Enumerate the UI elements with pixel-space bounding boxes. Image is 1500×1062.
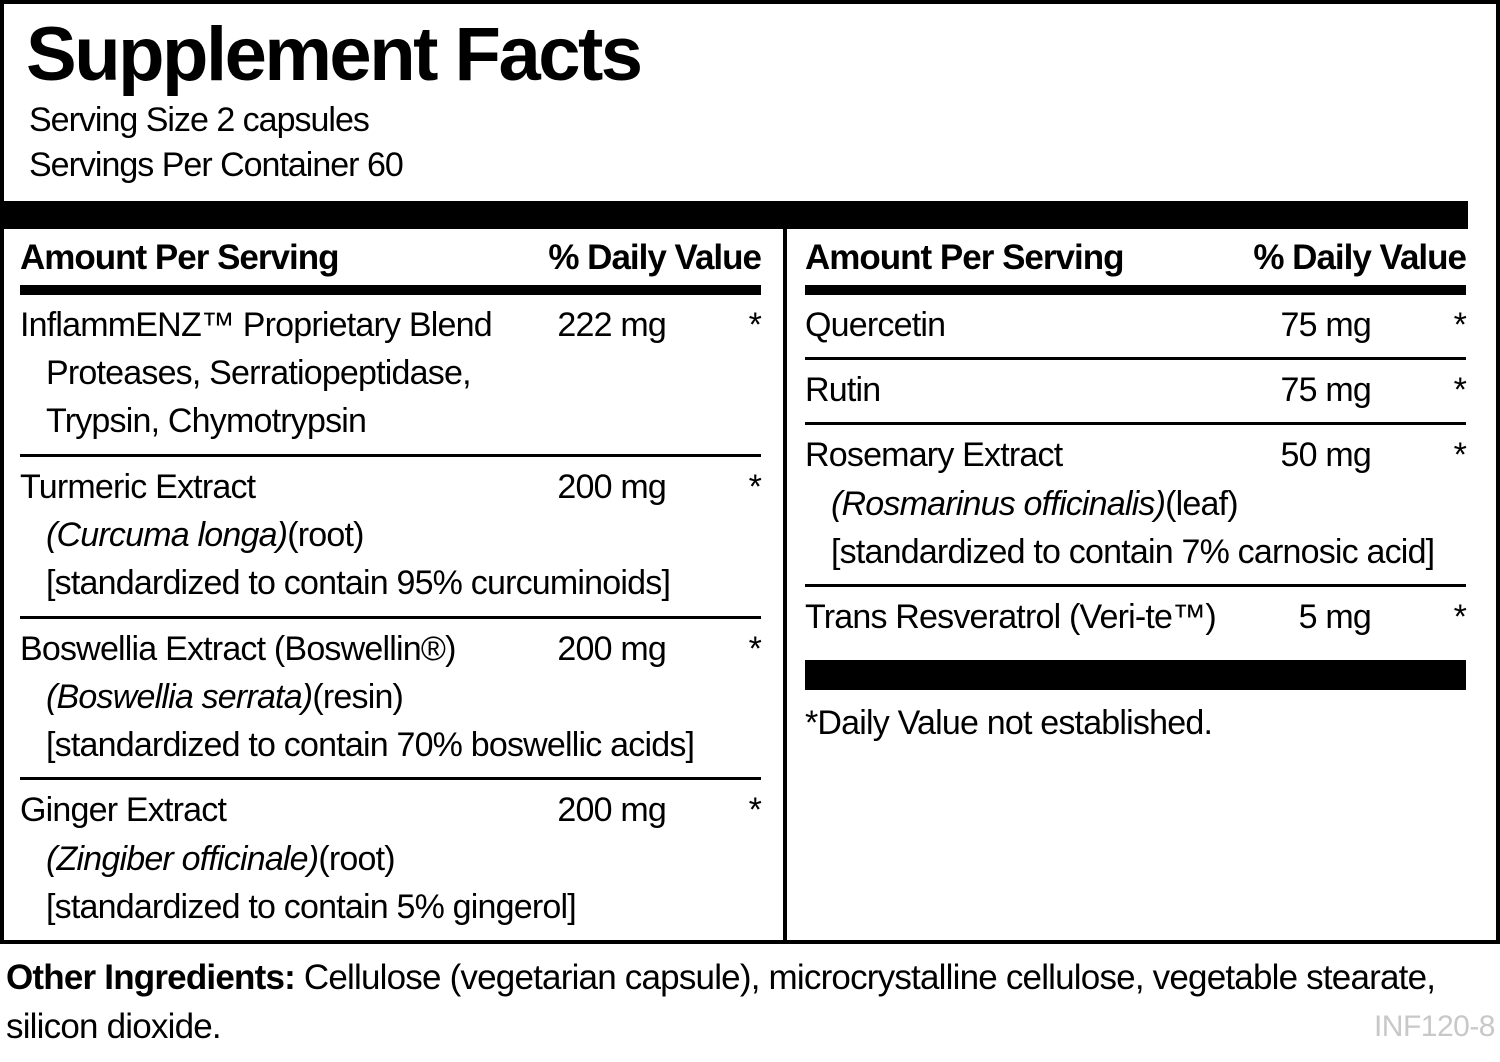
ingredient-subline: [standardized to contain 5% gingerol] [20, 883, 761, 931]
ingredient-amount: 75 mg [1280, 305, 1372, 344]
ingredient-daily-value: * [748, 791, 762, 830]
ingredient-amount: 222 mg [557, 305, 666, 344]
ingredient-subline: (Curcuma longa)(root) [20, 511, 761, 559]
ingredient-daily-value: * [1453, 371, 1467, 410]
ingredient-name: Turmeric Extract [20, 467, 256, 506]
ingredient-subline: [standardized to contain 70% boswellic a… [20, 721, 761, 769]
right-column-rows: Quercetin 75 mg * Rutin 75 mg * Rosemary… [805, 295, 1467, 650]
ingredient-subline-italic: (Boswellia serrata) [46, 677, 313, 716]
ingredient-subline: (Zingiber officinale)(root) [20, 835, 761, 883]
ingredient-subline: Trypsin, Chymotrypsin [20, 397, 761, 445]
daily-value-label: % Daily Value [1253, 237, 1467, 277]
ingredient-subline: Proteases, Serratiopeptidase, [20, 349, 761, 397]
other-ingredients-label: Other Ingredients: [6, 958, 296, 997]
ingredient-row: Rosemary Extract 50 mg * (Rosmarinus off… [805, 425, 1467, 588]
ingredient-subline-text: (root) [287, 516, 364, 555]
panel-title: Supplement Facts [26, 12, 643, 97]
ingredient-amount: 5 mg [1298, 598, 1372, 637]
daily-value-footnote: *Daily Value not established. [805, 703, 1213, 742]
ingredient-daily-value: * [748, 629, 762, 668]
amount-per-serving-label: Amount Per Serving [805, 237, 1124, 277]
ingredient-daily-value: * [1453, 436, 1467, 475]
ingredient-amount: 50 mg [1280, 436, 1372, 475]
ingredient-row: Quercetin 75 mg * [805, 295, 1467, 361]
ingredient-row: Turmeric Extract 200 mg * (Curcuma longa… [20, 457, 762, 619]
other-ingredients-section: Other Ingredients: Cellulose (vegetarian… [0, 944, 1500, 1051]
ingredient-subline-text: (resin) [312, 677, 404, 716]
ingredient-name: Quercetin [805, 305, 946, 344]
ingredient-subline-text: [standardized to contain 95% curcuminoid… [46, 564, 671, 603]
ingredient-subline-italic: (Zingiber officinale) [46, 839, 319, 878]
ingredient-daily-value: * [748, 467, 762, 506]
ingredient-subline-text: [standardized to contain 7% carnosic aci… [831, 533, 1435, 572]
ingredient-main-line: Trans Resveratrol (Veri-te™) 5 mg * [805, 593, 1467, 641]
supplement-facts-panel: Supplement Facts Serving Size 2 capsules… [0, 0, 1500, 944]
ingredient-name: Rosemary Extract [805, 436, 1063, 475]
ingredient-subline-text: Proteases, Serratiopeptidase, [46, 354, 472, 393]
other-ingredients-text: Cellulose (vegetarian capsule), microcry… [6, 958, 1436, 1046]
serving-size: Serving Size 2 capsules [29, 100, 370, 139]
ingredient-subline-text: (leaf) [1165, 484, 1238, 523]
servings-per-container: Servings Per Container 60 [29, 145, 404, 184]
ingredient-row: Boswellia Extract (Boswellin®) 200 mg * … [20, 619, 762, 781]
ingredient-amount: 200 mg [557, 629, 666, 668]
ingredient-subline-text: [standardized to contain 70% boswellic a… [46, 726, 695, 765]
left-column: Amount Per Serving % Daily Value Inflamm… [4, 229, 783, 940]
footnote-divider-bar [805, 659, 1466, 690]
ingredient-amount: 200 mg [557, 467, 666, 506]
daily-value-label: % Daily Value [548, 237, 762, 277]
ingredient-subline-text: [standardized to contain 5% gingerol] [46, 887, 577, 926]
ingredient-amount: 75 mg [1280, 371, 1372, 410]
ingredient-subline: [standardized to contain 7% carnosic aci… [805, 528, 1466, 576]
left-column-header: Amount Per Serving % Daily Value [20, 229, 762, 295]
ingredient-subline-text: Trypsin, Chymotrypsin [46, 402, 367, 441]
ingredient-main-line: Turmeric Extract 200 mg * [20, 463, 762, 511]
ingredient-row: InflammENZ™ Proprietary Blend 222 mg * P… [20, 295, 762, 457]
ingredient-name: InflammENZ™ Proprietary Blend [20, 305, 493, 344]
ingredient-main-line: InflammENZ™ Proprietary Blend 222 mg * [20, 301, 762, 349]
ingredient-subline-italic: (Rosmarinus officinalis) [831, 484, 1166, 523]
ingredient-name: Trans Resveratrol (Veri-te™) [805, 598, 1217, 637]
ingredient-daily-value: * [748, 305, 762, 344]
ingredient-name: Rutin [805, 371, 881, 410]
ingredient-main-line: Quercetin 75 mg * [805, 301, 1467, 349]
ingredient-subline-italic: (Curcuma longa) [46, 516, 288, 555]
right-column-header: Amount Per Serving % Daily Value [805, 229, 1467, 295]
ingredient-subline: (Rosmarinus officinalis)(leaf) [805, 480, 1466, 528]
left-column-rows: InflammENZ™ Proprietary Blend 222 mg * P… [20, 295, 762, 939]
ingredient-name: Ginger Extract [20, 791, 227, 830]
ingredient-row: Rutin 75 mg * [805, 360, 1467, 426]
amount-per-serving-label: Amount Per Serving [20, 237, 339, 277]
ingredient-amount: 200 mg [557, 791, 666, 830]
ingredient-subline: (Boswellia serrata)(resin) [20, 673, 761, 721]
ingredient-main-line: Boswellia Extract (Boswellin®) 200 mg * [20, 625, 762, 673]
ingredient-row: Trans Resveratrol (Veri-te™) 5 mg * [805, 587, 1467, 649]
ingredient-row: Ginger Extract 200 mg * (Zingiber offici… [20, 780, 762, 939]
product-code: INF120-8 [1373, 1010, 1496, 1043]
ingredient-subline-text: (root) [318, 839, 395, 878]
right-column: Amount Per Serving % Daily Value Quercet… [783, 228, 1496, 940]
ingredient-main-line: Ginger Extract 200 mg * [20, 786, 762, 834]
facts-table: Amount Per Serving % Daily Value Inflamm… [4, 228, 1496, 940]
ingredient-daily-value: * [1453, 305, 1467, 344]
top-divider-bar [4, 200, 1468, 229]
ingredient-name: Boswellia Extract (Boswellin®) [20, 629, 456, 668]
ingredient-daily-value: * [1453, 598, 1467, 637]
ingredient-main-line: Rutin 75 mg * [805, 366, 1467, 414]
ingredient-main-line: Rosemary Extract 50 mg * [805, 431, 1467, 479]
ingredient-subline: [standardized to contain 95% curcuminoid… [20, 559, 761, 607]
